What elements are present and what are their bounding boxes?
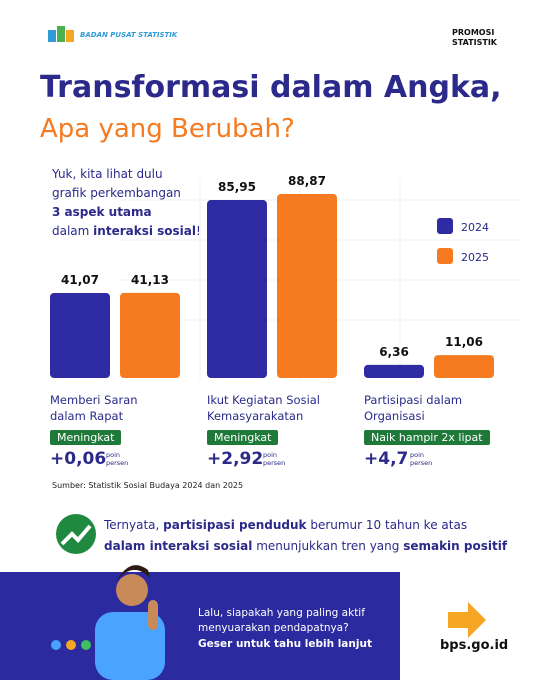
legend-label: 2024 xyxy=(461,221,489,234)
legend-label: 2025 xyxy=(461,251,489,264)
text: interaksi sosial xyxy=(93,224,196,238)
value-label: 6,36 xyxy=(379,345,409,359)
promo-badge: PROMOSI STATISTIK xyxy=(452,28,497,47)
bar xyxy=(434,355,494,378)
text: dalam xyxy=(52,224,94,238)
person-illustration xyxy=(95,565,165,680)
logo-text: BADAN PUSAT STATISTIK xyxy=(80,31,178,39)
text: semakin positif xyxy=(403,539,508,553)
intro-line: 3 aspek utama xyxy=(52,205,152,219)
category-label: Ikut Kegiatan Sosial Kemasyarakatan xyxy=(207,393,321,423)
change-badge: Naik hampir 2x lipat xyxy=(364,430,490,445)
value-label: 11,06 xyxy=(445,335,483,349)
intro-line: grafik perkembangan xyxy=(52,186,181,200)
dot xyxy=(81,640,91,650)
value-label: 41,07 xyxy=(61,273,99,287)
bar xyxy=(277,194,337,378)
footer-cta[interactable]: Geser untuk tahu lebih lanjut xyxy=(198,638,372,650)
text: berumur 10 tahun ke atas xyxy=(306,518,468,532)
category-label: Partisipasi dalam Organisasi xyxy=(364,393,463,423)
footer-question: Lalu, siapakah yang paling aktif menyuar… xyxy=(198,607,365,634)
source: Sumber: Statistik Sosial Budaya 2024 dan… xyxy=(52,481,244,490)
arrow-icon xyxy=(448,602,486,638)
dot xyxy=(66,640,76,650)
intro-line: dalam interaksi sosial! xyxy=(52,222,201,241)
change-unit: poin persen xyxy=(410,451,433,467)
footer-band xyxy=(0,572,400,680)
text: ! xyxy=(196,224,201,238)
category-label: Memberi Saran dalam Rapat xyxy=(50,393,138,423)
intro-line: Yuk, kita lihat dulu xyxy=(52,167,163,181)
subtitle: Apa yang Berubah? xyxy=(40,114,295,144)
change-badge: Meningkat xyxy=(50,430,122,445)
conclusion: Ternyata, partisipasi penduduk berumur 1… xyxy=(104,515,507,557)
logo-icon xyxy=(48,26,74,42)
bar xyxy=(207,200,267,378)
change-value: +0,06 xyxy=(50,449,107,469)
legend-swatch xyxy=(437,218,453,234)
value-label: 85,95 xyxy=(218,180,256,194)
growth-icon xyxy=(56,514,96,554)
bar xyxy=(364,364,424,378)
text: partisipasi penduduk xyxy=(163,518,307,532)
change-value: +4,7 xyxy=(364,449,409,469)
change-value: +2,92 xyxy=(207,449,264,469)
text: menunjukkan tren yang xyxy=(252,539,404,553)
change-unit: poin persen xyxy=(263,451,286,467)
value-label: 88,87 xyxy=(288,174,326,188)
change-badge: Meningkat xyxy=(207,430,279,445)
change-unit: poin persen xyxy=(106,451,129,467)
title: Transformasi dalam Angka, xyxy=(40,70,502,105)
text: Ternyata, xyxy=(104,518,164,532)
dot xyxy=(51,640,61,650)
bar xyxy=(120,292,180,378)
legend-swatch xyxy=(437,248,453,264)
value-label: 41,13 xyxy=(131,273,169,287)
intro: Yuk, kita lihat dulu grafik perkembangan… xyxy=(52,165,201,241)
bar xyxy=(50,292,110,378)
text: dalam interaksi sosial xyxy=(104,539,253,553)
url[interactable]: bps.go.id xyxy=(440,638,509,653)
